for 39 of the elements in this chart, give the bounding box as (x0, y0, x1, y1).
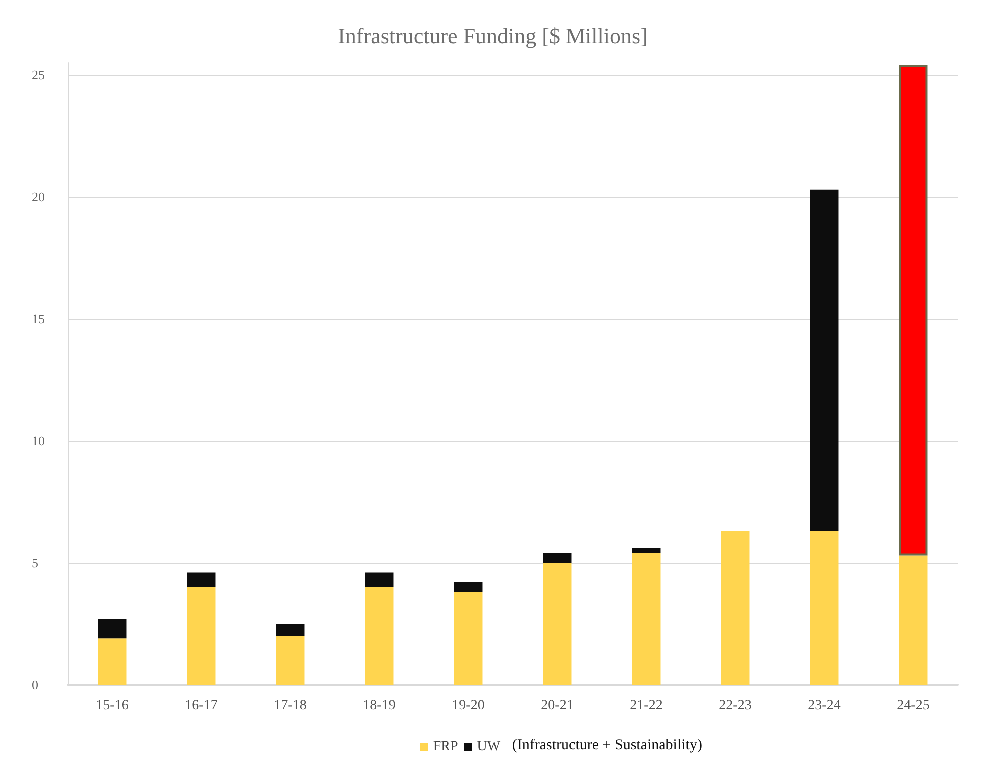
bar (899, 65, 928, 556)
x-tick-label: 16-17 (185, 698, 218, 714)
y-tick-label: 0 (32, 678, 38, 692)
bar (454, 582, 483, 592)
bar (810, 531, 839, 685)
bar (543, 563, 572, 685)
x-tick-label: 21-22 (630, 698, 663, 714)
bar (632, 548, 661, 554)
bar (98, 638, 127, 685)
x-tick-label: 18-19 (363, 698, 396, 714)
y-tick-label: 20 (32, 190, 45, 205)
bar (98, 619, 127, 639)
x-tick-label: 20-21 (541, 698, 574, 714)
text: (Infrastructure + Sustainability) (512, 738, 702, 754)
bar (899, 556, 928, 685)
chart-title: Infrastructure Funding [$ Millions] (338, 24, 648, 48)
bar (543, 553, 572, 564)
x-tick-label: 22-23 (719, 698, 752, 714)
bar (187, 572, 216, 588)
x-tick-label: 15-16 (96, 698, 129, 714)
y-tick-label: 5 (32, 556, 38, 571)
y-tick-label: 25 (32, 68, 45, 83)
bar (721, 531, 750, 685)
bar (365, 587, 394, 685)
bar (276, 624, 305, 636)
bar (365, 572, 394, 588)
legend-label: UW (477, 740, 502, 754)
x-tick-label: 24-25 (897, 698, 930, 714)
y-tick-label: 15 (32, 312, 45, 327)
bar (276, 636, 305, 685)
x-tick-label: 19-20 (452, 698, 485, 714)
bar (810, 190, 839, 532)
y-tick-label: 10 (32, 434, 45, 449)
x-tick-label: 23-24 (808, 698, 841, 714)
x-tick-label: 17-18 (274, 698, 307, 714)
bar (187, 587, 216, 685)
legend-label: FRP (433, 740, 459, 754)
bar (632, 553, 661, 685)
bar (454, 592, 483, 685)
